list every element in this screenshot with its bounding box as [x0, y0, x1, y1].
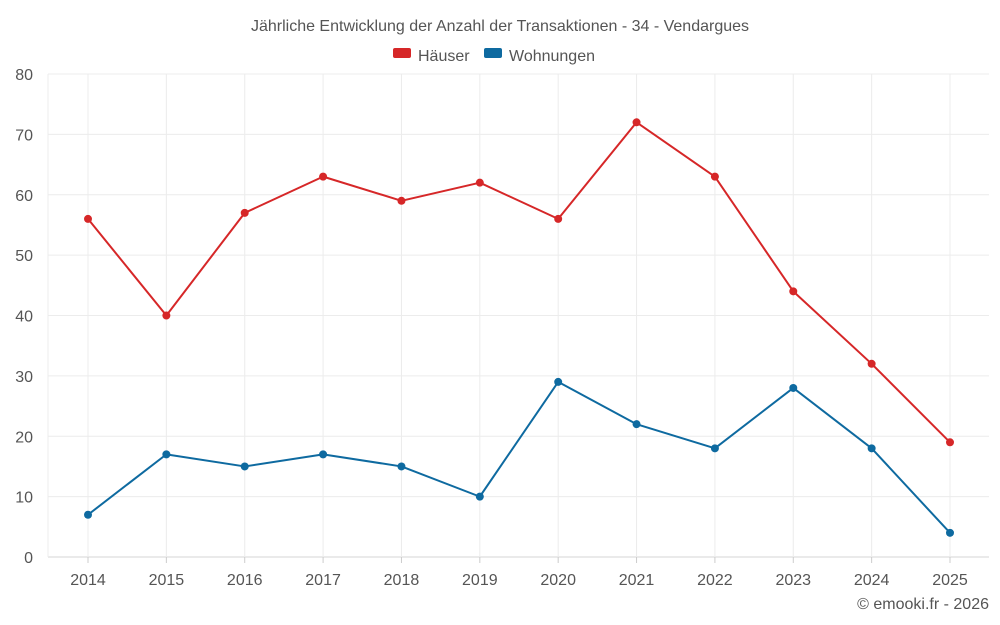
data-point-haeuser[interactable] — [397, 196, 406, 205]
data-point-haeuser[interactable] — [162, 311, 171, 320]
grid — [47, 73, 989, 558]
x-tick-label: 2014 — [70, 572, 106, 589]
series-line-wohnungen — [87, 380, 951, 534]
data-point-wohnungen[interactable] — [789, 383, 798, 392]
y-tick-label: 70 — [15, 127, 33, 144]
data-point-haeuser[interactable] — [867, 359, 876, 368]
legend-swatch-haeuser — [393, 48, 411, 58]
data-point-wohnungen[interactable] — [397, 462, 406, 471]
data-point-wohnungen[interactable] — [710, 444, 719, 453]
data-point-haeuser[interactable] — [946, 438, 954, 447]
x-tick-label: 2020 — [540, 572, 576, 589]
legend-label-wohnungen: Wohnungen — [509, 48, 595, 65]
x-tick-label: 2023 — [775, 572, 811, 589]
data-point-wohnungen[interactable] — [162, 450, 171, 459]
y-tick-label: 10 — [15, 490, 33, 507]
data-point-haeuser[interactable] — [789, 287, 798, 296]
y-tick-label: 50 — [15, 248, 33, 265]
y-tick-label: 80 — [15, 67, 33, 84]
y-axis: 0 10 20 30 40 50 60 70 80 — [15, 67, 33, 567]
x-tick-label: 2024 — [854, 572, 890, 589]
data-point-wohnungen[interactable] — [867, 444, 876, 453]
data-point-haeuser[interactable] — [554, 214, 563, 223]
chart-title: Jährliche Entwicklung der Anzahl der Tra… — [251, 18, 749, 35]
series-layer — [84, 118, 954, 537]
data-point-wohnungen[interactable] — [554, 377, 563, 386]
y-tick-label: 40 — [15, 309, 33, 326]
data-point-wohnungen[interactable] — [946, 528, 954, 537]
data-point-haeuser[interactable] — [84, 214, 92, 223]
x-axis: 2014 2015 2016 2017 2018 2019 2020 2021 2022 2023… — [70, 557, 968, 589]
copyright-footer: © emooki.fr - 2026 — [857, 596, 989, 613]
legend-item-wohnungen[interactable]: Wohnungen — [484, 48, 595, 65]
y-tick-label: 0 — [24, 550, 33, 567]
data-point-haeuser[interactable] — [240, 208, 249, 217]
x-tick-label: 2016 — [227, 572, 263, 589]
data-point-wohnungen[interactable] — [240, 462, 249, 471]
x-tick-label: 2025 — [932, 572, 968, 589]
y-tick-label: 20 — [15, 429, 33, 446]
x-tick-label: 2017 — [305, 572, 341, 589]
y-tick-label: 30 — [15, 369, 33, 386]
x-tick-label: 2018 — [384, 572, 420, 589]
legend-item-haeuser[interactable]: Häuser — [393, 48, 470, 65]
x-tick-label: 2022 — [697, 572, 733, 589]
x-tick-label: 2015 — [149, 572, 185, 589]
series-line-haeuser — [87, 121, 951, 443]
legend-label-haeuser: Häuser — [418, 48, 470, 65]
data-point-wohnungen[interactable] — [84, 510, 92, 519]
y-tick-label: 60 — [15, 188, 33, 205]
x-tick-label: 2019 — [462, 572, 498, 589]
data-point-haeuser[interactable] — [475, 178, 484, 187]
data-point-haeuser[interactable] — [632, 118, 641, 127]
legend-swatch-wohnungen — [484, 48, 502, 58]
x-tick-label: 2021 — [619, 572, 655, 589]
data-point-wohnungen[interactable] — [319, 450, 328, 459]
data-point-wohnungen[interactable] — [475, 492, 484, 501]
legend: Häuser Wohnungen — [393, 48, 595, 65]
data-point-haeuser[interactable] — [319, 172, 328, 181]
data-point-haeuser[interactable] — [710, 172, 719, 181]
data-point-wohnungen[interactable] — [632, 420, 641, 429]
